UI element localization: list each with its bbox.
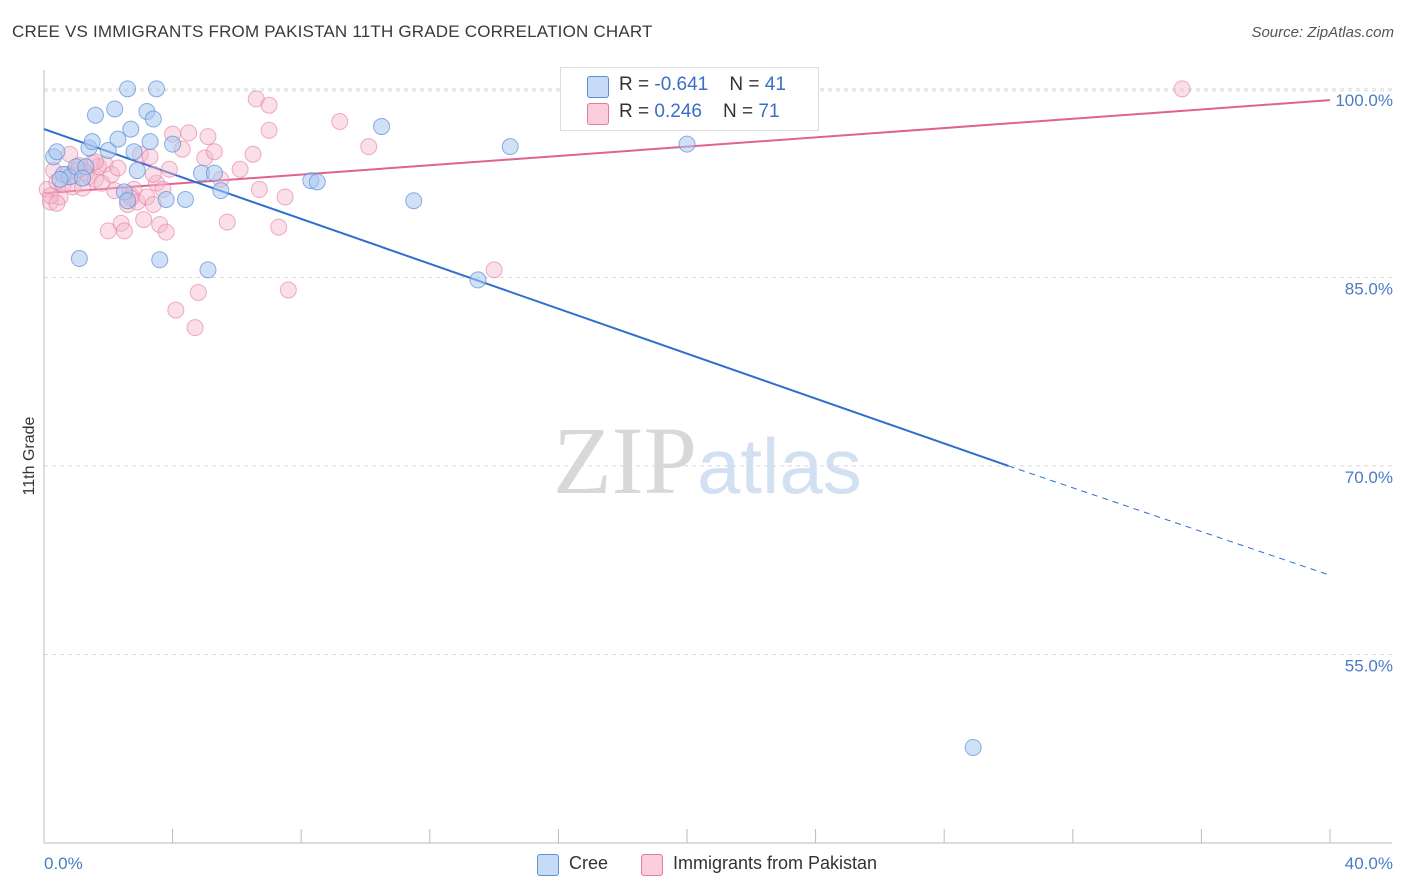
series-swatch-pakistan (641, 854, 663, 876)
cree-point (405, 192, 423, 210)
cree-point (151, 251, 169, 269)
cree-point (678, 135, 696, 153)
pakistan-point (1173, 80, 1191, 98)
cree-point (141, 133, 159, 151)
pakistan-point (260, 121, 278, 139)
cree-point (119, 80, 137, 98)
pakistan-point (186, 319, 204, 337)
legend-n-label: N = (729, 74, 765, 95)
y-tick-label: 100.0% (1335, 91, 1393, 110)
x-tick-label: 0.0% (44, 854, 83, 873)
legend-r-label: R = (619, 101, 655, 122)
pakistan-point (157, 223, 175, 241)
pakistan-point (244, 145, 262, 163)
cree-point (70, 250, 88, 268)
source-credit: Source: ZipAtlas.com (1251, 24, 1394, 41)
pakistan-point (218, 213, 236, 231)
legend-text-cree: R = -0.641 N = 41 (619, 74, 786, 96)
chart-title: CREE VS IMMIGRANTS FROM PAKISTAN 11TH GR… (12, 22, 653, 41)
cree-point (164, 135, 182, 153)
legend-swatch-pakistan (587, 103, 609, 125)
legend-swatch-cree (587, 76, 609, 98)
pakistan-point (360, 138, 378, 156)
cree-points (45, 80, 982, 756)
pakistan-point (141, 148, 159, 166)
correlation-legend: R = -0.641 N = 41 R = 0.246 N = 71 (560, 67, 819, 131)
cree-trend-line (43, 128, 1009, 467)
pakistan-point (485, 261, 503, 279)
cree-point (212, 182, 230, 200)
pakistan-point (167, 301, 185, 319)
legend-n-value: 41 (764, 74, 786, 95)
pakistan-point (331, 113, 349, 131)
cree-trend-extension (1008, 465, 1331, 576)
cree-point (122, 120, 140, 138)
y-tick-label: 85.0% (1345, 279, 1393, 298)
pakistan-point (250, 180, 268, 198)
cree-point (148, 80, 166, 98)
cree-point (199, 261, 217, 279)
cree-point (176, 190, 194, 208)
pakistan-point (48, 194, 66, 212)
cree-point (51, 170, 69, 188)
axis-labels: 55.0% 70.0% 85.0% 100.0% 0.0% 40.0% 11th Grade (21, 91, 1393, 873)
pakistan-point (199, 128, 217, 146)
pakistan-point (189, 283, 207, 301)
cree-point (501, 138, 519, 156)
cree-point (86, 106, 104, 124)
pakistan-point (205, 143, 223, 161)
pakistan-point (276, 188, 294, 206)
pakistan-point (135, 211, 153, 229)
series-legend: Cree Immigrants from Pakistan (0, 853, 1406, 879)
cree-point (144, 110, 162, 128)
cree-point (964, 738, 982, 756)
pakistan-point (109, 159, 127, 177)
pakistan-point (231, 160, 249, 178)
zipatlas-watermark: ZIPatlas (553, 405, 862, 516)
legend-n-label: N = (723, 101, 759, 122)
pakistan-point (160, 160, 178, 178)
legend-text-pakistan: R = 0.246 N = 71 (619, 101, 780, 123)
pakistan-point (180, 124, 198, 142)
cree-point (119, 192, 137, 210)
legend-r-value: -0.641 (654, 74, 709, 95)
cree-point (125, 143, 143, 161)
pakistan-point (103, 165, 121, 183)
series-label-pakistan: Immigrants from Pakistan (673, 853, 878, 873)
pakistan-point (279, 281, 297, 299)
cree-point (469, 271, 487, 289)
cree-point (83, 133, 101, 151)
pakistan-point (93, 174, 111, 192)
cree-point (48, 143, 66, 161)
pakistan-point (41, 193, 59, 211)
cree-point (157, 190, 175, 208)
cree-point (205, 164, 223, 182)
x-tick-label: 40.0% (1345, 854, 1393, 873)
cree-point (74, 169, 92, 187)
pakistan-point (115, 222, 133, 240)
cree-point (106, 100, 124, 118)
cree-point (128, 162, 146, 180)
y-tick-label: 70.0% (1345, 468, 1393, 487)
pakistan-point (144, 165, 162, 183)
cree-point (99, 141, 117, 159)
watermark-zip: ZIP (553, 407, 697, 514)
legend-n-value: 71 (758, 101, 780, 122)
pakistan-point (148, 174, 166, 192)
legend-r-label: R = (619, 74, 655, 95)
cree-point (308, 173, 326, 191)
y-axis-title: 11th Grade (21, 416, 38, 495)
series-swatch-cree (537, 854, 559, 876)
pakistan-point (270, 218, 288, 236)
y-tick-label: 55.0% (1345, 656, 1393, 675)
cree-point (109, 130, 127, 148)
cree-point (373, 118, 391, 136)
axes (43, 70, 1392, 844)
legend-r-value: 0.246 (654, 101, 702, 122)
pakistan-point (260, 96, 278, 114)
series-label-cree: Cree (569, 853, 609, 873)
